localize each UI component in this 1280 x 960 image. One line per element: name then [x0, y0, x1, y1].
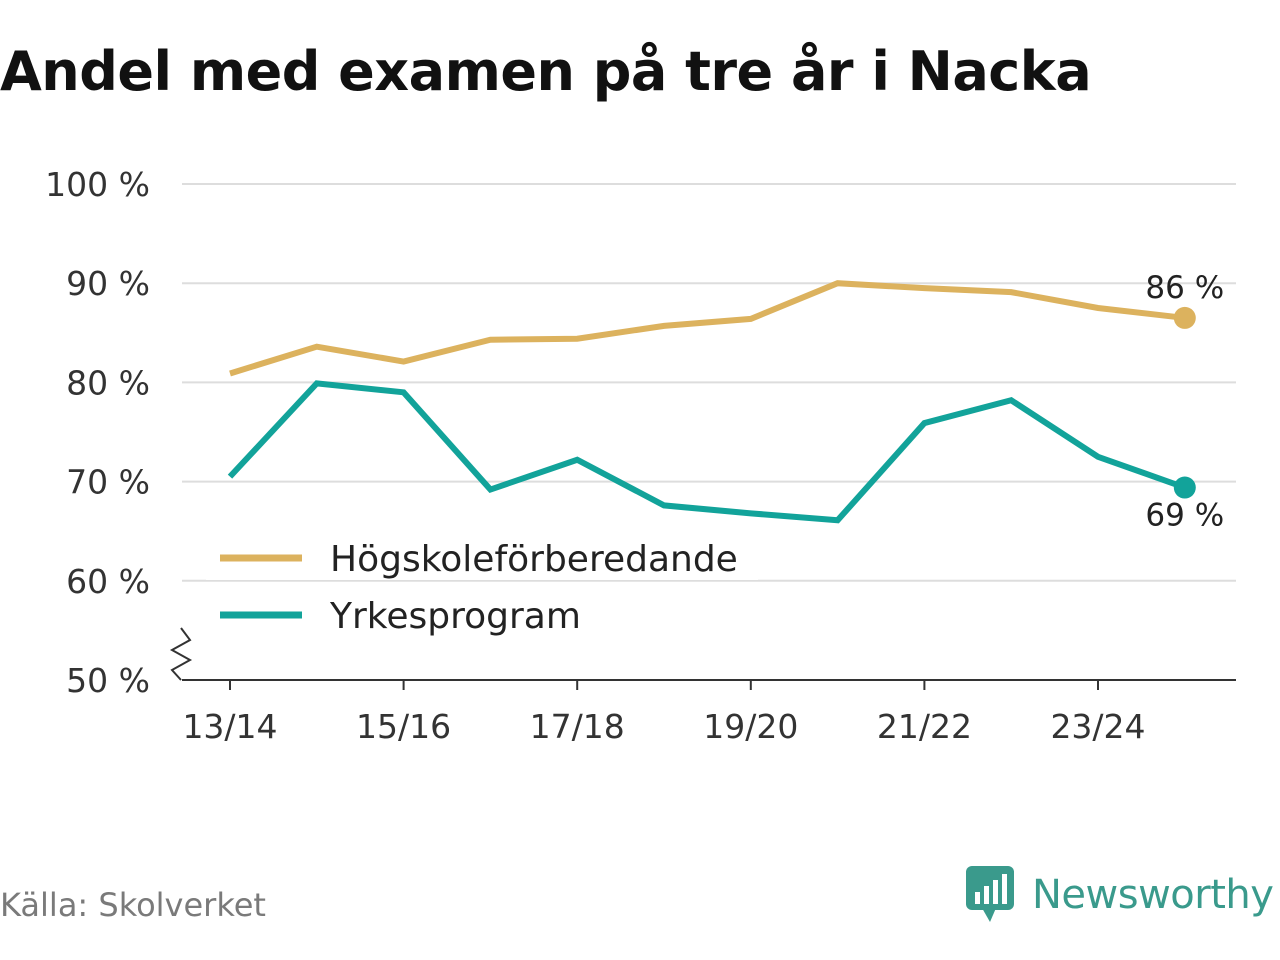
series-end-dot	[1173, 476, 1196, 499]
x-axis-tick-labels: 13/14 15/16 17/18 19/20 21/22 23/24	[182, 707, 1145, 746]
x-tick-label: 19/20	[703, 707, 798, 746]
y-tick-label: 60 %	[66, 562, 150, 601]
legend-label: Högskoleförberedande	[330, 539, 738, 580]
legend-label: Yrkesprogram	[329, 596, 581, 637]
y-tick-label: 90 %	[66, 264, 150, 303]
x-tick-label: 23/24	[1050, 707, 1145, 746]
y-axis-tick-labels: 50 % 60 % 70 % 80 % 90 % 100 %	[45, 165, 150, 700]
y-tick-label: 50 %	[66, 661, 150, 700]
axis-break-icon	[169, 627, 193, 681]
x-tick-label: 21/22	[877, 707, 972, 746]
source-note: Källa: Skolverket	[0, 886, 266, 924]
series-end-dot	[1173, 306, 1196, 329]
x-tick-label: 17/18	[530, 707, 625, 746]
legend: Högskoleförberedande Yrkesprogram	[206, 530, 758, 637]
line-chart: 50 % 60 % 70 % 80 % 90 % 100 % 13/14 15/16 17/1…	[45, 165, 1236, 746]
series-lines: 86 % 69 %	[227, 270, 1224, 534]
x-tick-label: 15/16	[356, 707, 451, 746]
x-axis	[169, 627, 1236, 690]
series-line-hogskoleforberedande	[229, 280, 1186, 377]
x-tick-label: 13/14	[182, 707, 277, 746]
end-value-label: 69 %	[1145, 498, 1224, 534]
grid-lines	[182, 183, 1236, 582]
brand: Newsworthy	[964, 864, 1274, 926]
chart-title: Andel med examen på tre år i Nacka	[0, 40, 1092, 103]
brand-name: Newsworthy	[1032, 872, 1274, 918]
y-tick-label: 80 %	[66, 363, 150, 402]
y-tick-label: 100 %	[45, 165, 150, 204]
y-tick-label: 70 %	[66, 463, 150, 502]
newsworthy-logo-icon	[966, 866, 1014, 922]
series-line-yrkesprogram	[227, 380, 1186, 524]
end-value-label: 86 %	[1145, 270, 1224, 306]
